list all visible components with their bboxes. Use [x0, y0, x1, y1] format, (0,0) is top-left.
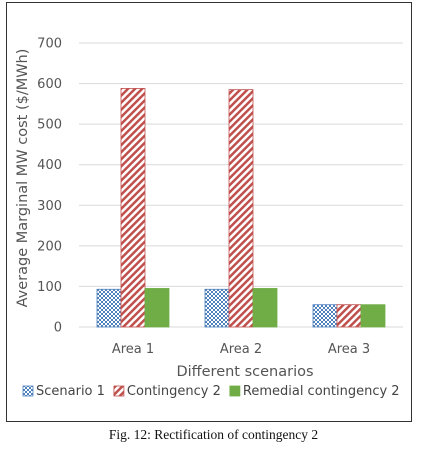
legend-label: Contingency 2: [127, 384, 221, 399]
bar-remedial-contingency-2-area-2: [252, 288, 278, 328]
chart-frame: 0 100 200 300 400 500 600 700 Area 1 Area 2 Area …: [6, 2, 412, 422]
legend-swatch: [113, 385, 125, 397]
bar-contingency-2-area-3: [336, 304, 362, 328]
legend-label: Remedial contingency 2: [243, 384, 400, 399]
x-tick-label: Area 2: [220, 342, 262, 357]
legend-label: Scenario 1: [36, 384, 105, 399]
y-tick-label: 700: [37, 37, 62, 52]
y-tick-label: 300: [37, 199, 62, 214]
y-tick-label: 600: [37, 77, 62, 92]
bar-scenario-1-area-1: [96, 288, 122, 328]
legend-swatch: [229, 385, 241, 397]
bar-remedial-contingency-2-area-1: [144, 288, 170, 328]
legend-item: Scenario 1: [22, 384, 105, 399]
legend-item: Remedial contingency 2: [229, 384, 400, 399]
figure-caption: Fig. 12: Rectification of contingency 2: [108, 427, 319, 442]
legend: Scenario 1 Contingency 2 Remedial continge…: [22, 384, 400, 399]
bar-scenario-1-area-3: [312, 304, 338, 328]
bar-contingency-2-area-1: [120, 88, 146, 328]
y-tick-label: 500: [37, 118, 62, 133]
y-tick-labels: 0 100 200 300 400 500 600 700: [37, 37, 62, 336]
y-axis-title: Average Marginal MW cost ($/MWh): [15, 49, 31, 308]
bar-remedial-contingency-2-area-3: [360, 304, 386, 328]
legend-item: Contingency 2: [113, 384, 221, 399]
bar-contingency-2-area-2: [228, 89, 254, 328]
y-tick-label: 0: [54, 321, 62, 336]
x-tick-label: Area 3: [328, 342, 370, 357]
x-axis-title: Different scenarios: [176, 364, 313, 380]
x-tick-label: Area 1: [112, 342, 154, 357]
y-tick-label: 100: [37, 280, 62, 295]
y-tick-label: 200: [37, 239, 62, 254]
legend-swatch: [22, 385, 34, 397]
bar-scenario-1-area-2: [204, 288, 230, 328]
bars: [96, 88, 386, 328]
y-tick-label: 400: [37, 158, 62, 173]
x-tick-labels: Area 1 Area 2 Area 3: [112, 342, 370, 357]
